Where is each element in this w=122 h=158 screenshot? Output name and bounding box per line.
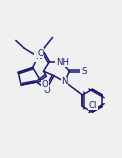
Text: N: N [35,52,41,61]
Text: N: N [61,77,68,86]
Text: S: S [81,67,86,76]
Text: O: O [37,49,44,58]
Text: NH: NH [56,58,69,67]
Text: O: O [42,80,48,89]
Text: O: O [43,86,50,95]
Text: Cl: Cl [89,101,97,110]
